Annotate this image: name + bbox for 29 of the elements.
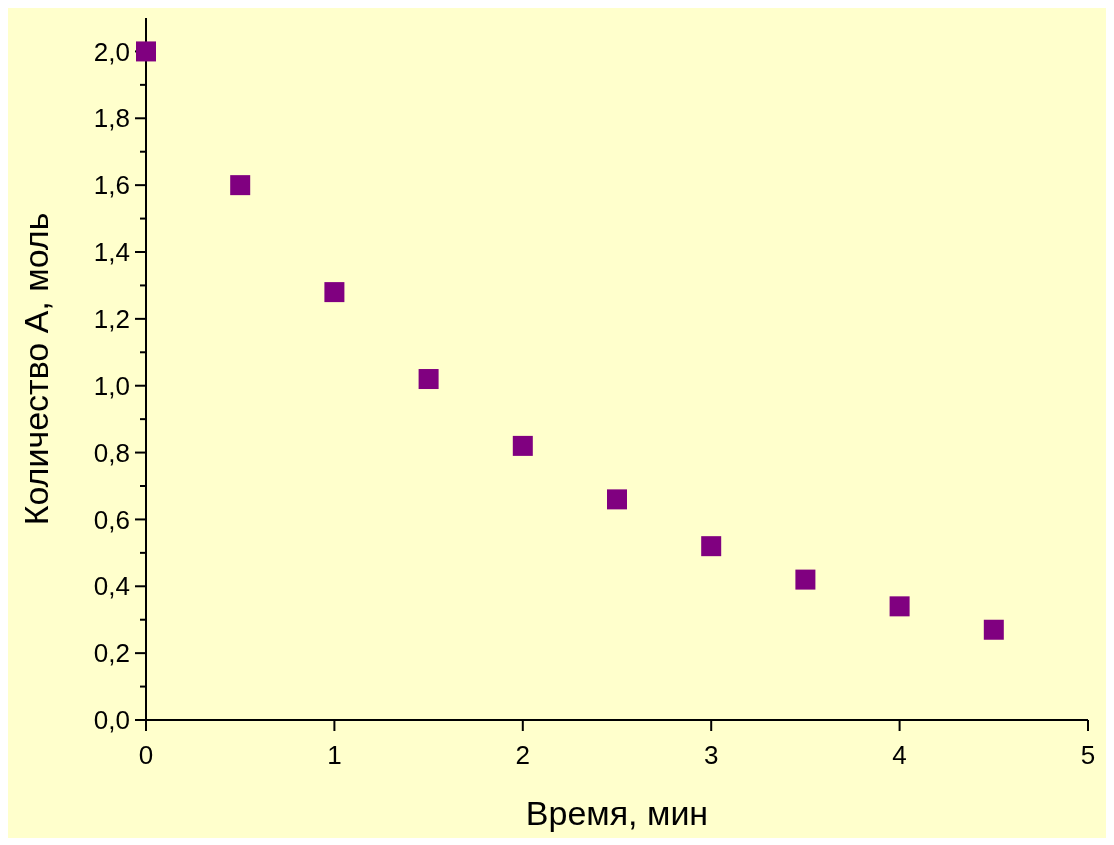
point [795, 569, 816, 590]
x-tick-label: 2 [515, 740, 531, 770]
y-tick-label: 1,0 [93, 370, 130, 401]
y-tick-label: 0,4 [93, 571, 130, 602]
point [889, 596, 910, 617]
x-tick-label: 1 [327, 740, 342, 770]
x-tick-label: 4 [892, 740, 907, 770]
point [418, 369, 439, 390]
x-axis-title: Время, мин [525, 794, 709, 832]
y-tick-label: 0,0 [93, 705, 130, 736]
x-tick-label: 5 [1080, 740, 1096, 770]
y-tick-label: 0,2 [93, 638, 130, 669]
y-tick-label: 1,2 [93, 303, 130, 334]
y-tick-label: 1,6 [93, 170, 130, 201]
point [324, 282, 345, 303]
y-tick-label: 0,6 [93, 504, 130, 535]
x-tick-label: 3 [703, 740, 719, 770]
y-tick-label: 0,8 [93, 437, 130, 468]
point [983, 619, 1004, 640]
y-tick-label: 1,8 [93, 103, 130, 134]
point [512, 435, 533, 456]
y-axis-title: Количество А, моль [17, 212, 55, 526]
point [607, 489, 627, 510]
point [701, 536, 722, 557]
y-tick-label: 1,4 [93, 237, 130, 268]
y-tick-label: 2,0 [93, 36, 130, 67]
point [136, 41, 156, 62]
x-tick-label: 0 [138, 740, 154, 770]
point [230, 175, 251, 196]
